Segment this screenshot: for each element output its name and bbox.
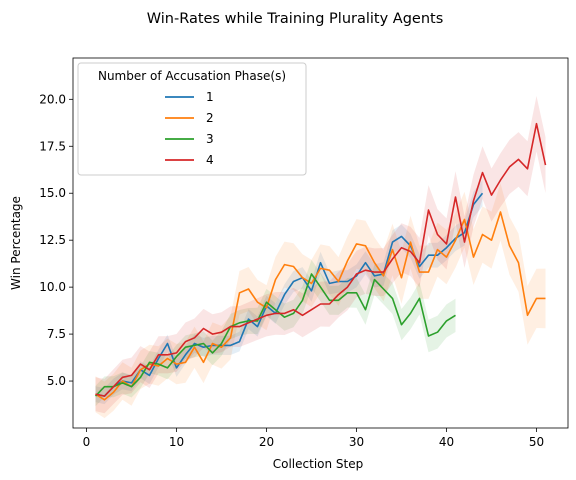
x-axis-ticks: 0 10 20 30 40 50 <box>83 428 544 449</box>
legend-label-3: 3 <box>206 132 214 146</box>
x-tick-label: 30 <box>349 435 364 449</box>
legend-label-4: 4 <box>206 153 214 167</box>
chart-title: Win-Rates while Training Plurality Agent… <box>147 11 444 27</box>
y-tick-label: 20.0 <box>39 92 66 106</box>
series-3-line <box>94 273 456 397</box>
x-tick-label: 20 <box>259 435 274 449</box>
x-axis-label: Collection Step <box>273 457 364 471</box>
legend-box <box>77 62 307 176</box>
legend-label-2: 2 <box>206 111 214 125</box>
legend-label-1: 1 <box>206 90 214 104</box>
legend-entries: 1 2 3 4 <box>165 90 214 167</box>
series-lines <box>94 122 547 401</box>
confidence-bands <box>95 96 546 419</box>
x-tick-label: 0 <box>83 435 91 449</box>
y-tick-label: 5.0 <box>47 374 66 388</box>
y-tick-label: 7.5 <box>47 327 66 341</box>
plot-area-frame <box>72 57 569 429</box>
y-axis-label: Win Percentage <box>9 196 23 290</box>
y-axis-ticks: 5.0 7.5 10.0 12.5 15.0 17.5 20.0 <box>39 92 73 388</box>
y-tick-label: 10.0 <box>39 280 66 294</box>
y-tick-label: 17.5 <box>39 139 66 153</box>
series-4-line <box>95 122 547 397</box>
x-tick-label: 50 <box>529 435 544 449</box>
y-tick-label: 15.0 <box>39 186 66 200</box>
y-tick-label: 12.5 <box>39 233 66 247</box>
x-tick-label: 40 <box>439 435 454 449</box>
series-2-band <box>95 183 546 419</box>
series-4-band <box>95 96 546 414</box>
x-tick-label: 10 <box>169 435 184 449</box>
series-1-line <box>95 192 484 397</box>
legend-title: Number of Accusation Phase(s) <box>98 69 286 83</box>
series-3-band <box>95 259 456 407</box>
series-1-band <box>95 180 483 405</box>
series-2-line <box>95 211 546 401</box>
legend: Number of Accusation Phase(s) 1 2 3 4 <box>77 62 307 176</box>
